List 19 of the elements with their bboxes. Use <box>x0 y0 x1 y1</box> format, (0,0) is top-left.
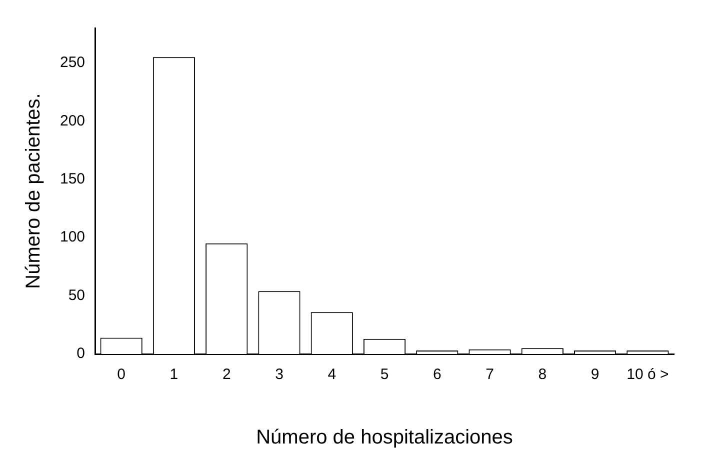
y-tick-label: 0 <box>76 345 86 362</box>
x-tick-label: 0 <box>117 366 126 384</box>
y-tick-label: 50 <box>68 286 86 304</box>
y-tick-label: 100 <box>60 228 86 246</box>
y-axis-title: Número de pacientes. <box>22 93 45 289</box>
x-axis-title: Número de hospitalizaciones <box>256 426 513 449</box>
x-tick-label: 4 <box>328 366 336 384</box>
x-tick-label: 1 <box>170 366 178 384</box>
x-tick-label: 7 <box>486 366 494 384</box>
x-tick-label: 8 <box>538 366 547 384</box>
x-tick-label: 9 <box>590 366 600 384</box>
x-tick-label: 10 ó > <box>626 366 669 384</box>
x-tick-label: 3 <box>275 366 284 384</box>
x-tick-label: 6 <box>432 366 442 384</box>
y-tick-label: 150 <box>60 170 86 188</box>
x-tick-label: 5 <box>380 366 389 384</box>
y-tick-label: 200 <box>60 112 86 130</box>
y-tick-label: 250 <box>60 54 86 72</box>
x-tick-label: 2 <box>222 366 231 384</box>
